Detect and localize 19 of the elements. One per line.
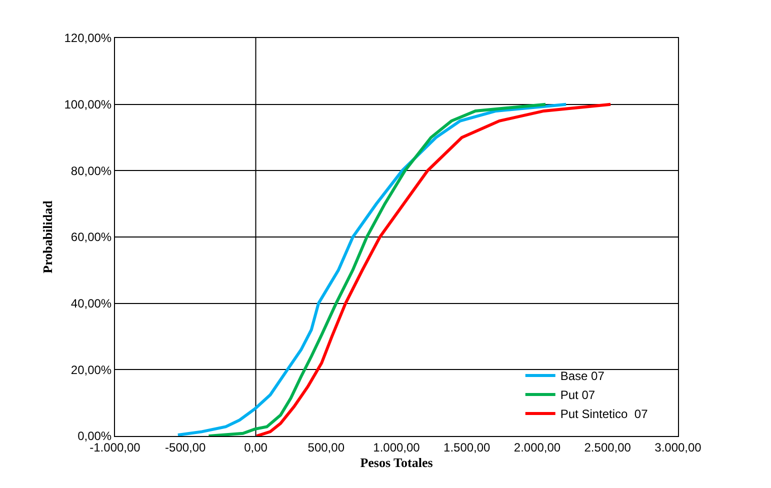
x-tick-label: 2.500,00: [584, 440, 632, 454]
x-tick-label: 3.000,00: [654, 440, 702, 454]
y-tick-label: 120,00%: [64, 31, 112, 46]
x-tick-label: 500,00: [308, 440, 345, 454]
y-tick-label: 80,00%: [70, 164, 112, 178]
y-tick-label: 60,00%: [70, 230, 112, 244]
x-tick-label: 0,00: [244, 440, 268, 454]
x-tick-label: 1.000,00: [373, 440, 420, 454]
legend-label: Put Sintetico 07: [560, 407, 648, 422]
legend-label: Base 07: [560, 369, 605, 384]
y-tick-label: 40,00%: [70, 296, 112, 311]
legend-label: Put 07: [560, 388, 596, 402]
x-axis-title: Pesos Totales: [360, 455, 433, 470]
y-axis-title: Probabilidad: [40, 200, 56, 274]
x-tick-label: 1.500,00: [444, 440, 491, 454]
x-tick-label: 2.000,00: [514, 440, 561, 454]
y-tick-label: 20,00%: [70, 362, 112, 377]
y-tick-label: 100,00%: [64, 98, 112, 112]
x-tick-label: -500,00: [165, 440, 206, 454]
